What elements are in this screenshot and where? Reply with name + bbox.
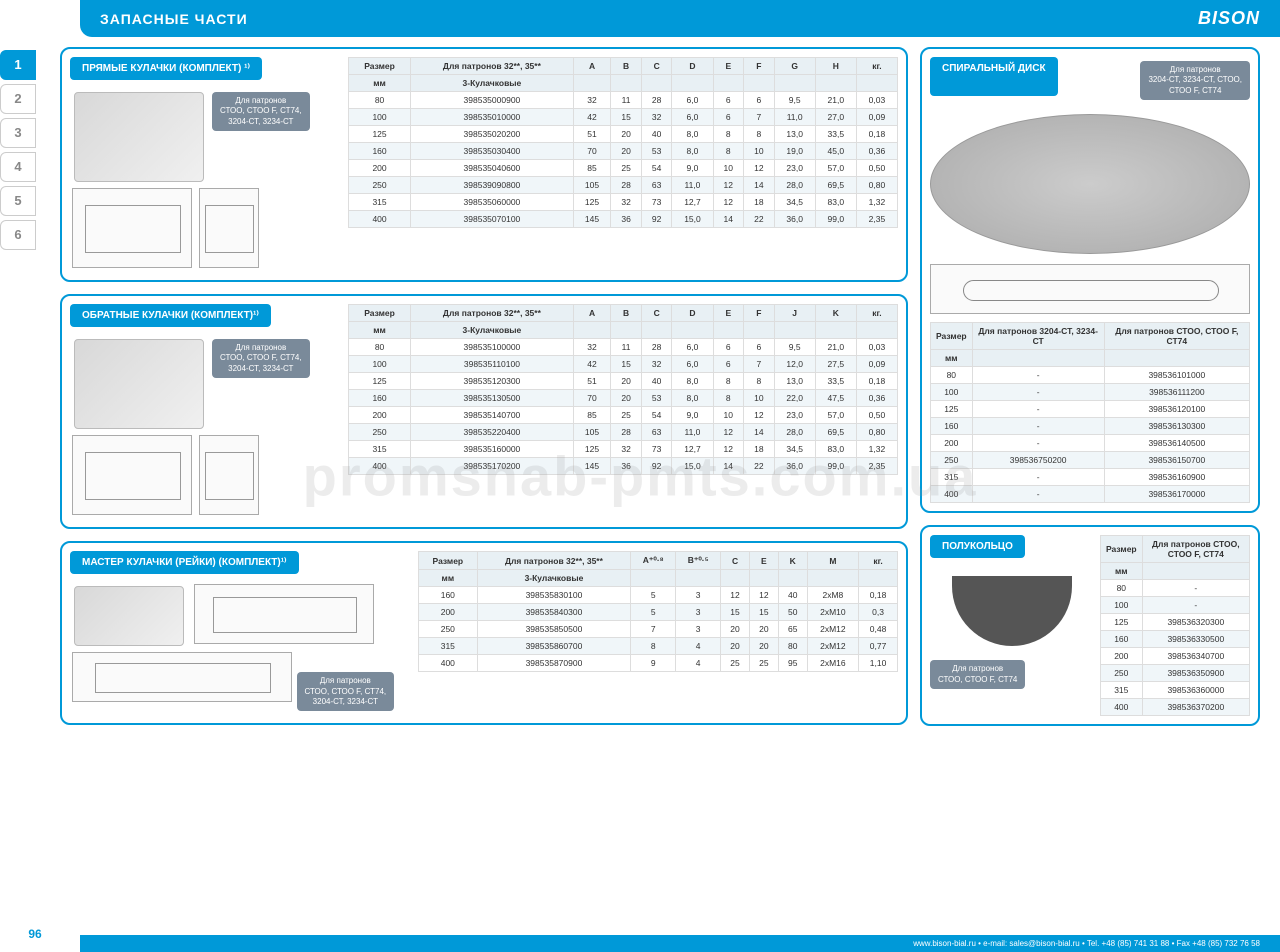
table-row: 200-398536140500 bbox=[931, 435, 1250, 452]
panel3-diagram-2 bbox=[72, 652, 292, 702]
panel-reverse-jaws: ОБРАТНЫЕ КУЛАЧКИ (КОМПЛЕКТ)¹⁾ Для патрон… bbox=[60, 294, 908, 529]
table-row: 315398535860700842020802xM120,77 bbox=[419, 638, 898, 655]
panel1-badge: Для патроновСТОО, СТОО F, СТ74,3204-СТ, … bbox=[212, 92, 310, 131]
panel1-diagram-1 bbox=[72, 188, 192, 268]
table-row: 100-398536111200 bbox=[931, 384, 1250, 401]
panel-spiral-disk: СПИРАЛЬНЫЙ ДИСК Для патронов3204-СТ, 323… bbox=[920, 47, 1260, 513]
panel-master-jaws: МАСТЕР КУЛАЧКИ (РЕЙКИ) (КОМПЛЕКТ)¹⁾ Для … bbox=[60, 541, 908, 725]
spiral-image bbox=[930, 114, 1250, 254]
panel3-diagram-1 bbox=[194, 584, 374, 644]
table-row: 1003985351101004215326,06712,027,50,09 bbox=[349, 356, 898, 373]
tab-6[interactable]: 6 bbox=[0, 220, 36, 250]
footer: www.bison-bial.ru • e-mail: sales@bison-… bbox=[80, 935, 1280, 952]
table-row: 1253985351203005120408,08813,033,50,18 bbox=[349, 373, 898, 390]
table-row: 250398535850500732020652xM120,48 bbox=[419, 621, 898, 638]
table-row: 400398535870900942525952xM161,10 bbox=[419, 655, 898, 672]
spiral-title: СПИРАЛЬНЫЙ ДИСК bbox=[930, 57, 1058, 96]
table-row: 125398536320300 bbox=[1101, 614, 1250, 631]
tab-1[interactable]: 1 bbox=[0, 50, 36, 80]
tab-2[interactable]: 2 bbox=[0, 84, 36, 114]
table-row: 2003985351407008525549,0101223,057,00,50 bbox=[349, 407, 898, 424]
table-row: 250398539090800105286311,0121428,069,50,… bbox=[349, 177, 898, 194]
table-row: 160398536330500 bbox=[1101, 631, 1250, 648]
panel1-title: ПРЯМЫЕ КУЛАЧКИ (КОМПЛЕКТ) ¹⁾ bbox=[70, 57, 262, 80]
panel3-image bbox=[74, 586, 184, 646]
panel1-diagram-2 bbox=[199, 188, 259, 268]
table-row: 315398535160000125327312,7121834,583,01,… bbox=[349, 441, 898, 458]
spiral-badge: Для патронов3204-СТ, 3234-СТ, СТОО,СТОО … bbox=[1140, 61, 1250, 100]
table-row: 125-398536120100 bbox=[931, 401, 1250, 418]
panel-straight-jaws: ПРЯМЫЕ КУЛАЧКИ (КОМПЛЕКТ) ¹⁾ Для патроно… bbox=[60, 47, 908, 282]
table-row: 160-398536130300 bbox=[931, 418, 1250, 435]
brand-logo: BISON bbox=[1198, 8, 1260, 29]
table-row: 315398535060000125327312,7121834,583,01,… bbox=[349, 194, 898, 211]
table-row: 80-398536101000 bbox=[931, 367, 1250, 384]
table-row: 315398536360000 bbox=[1101, 682, 1250, 699]
table-row: 803985351000003211286,0669,521,00,03 bbox=[349, 339, 898, 356]
spiral-diagram bbox=[930, 264, 1250, 314]
halfring-table: РазмерДля патронов СТОО, СТОО F, СТ74мм … bbox=[1100, 535, 1250, 716]
tab-4[interactable]: 4 bbox=[0, 152, 36, 182]
table-row: 803985350009003211286,0669,521,00,03 bbox=[349, 92, 898, 109]
panel3-table: РазмерДля патронов 32**, 35**A⁺⁰·⁸B⁺⁰·⁵C… bbox=[418, 551, 898, 672]
page-title: ЗАПАСНЫЕ ЧАСТИ bbox=[100, 11, 248, 27]
table-row: 315-398536160900 bbox=[931, 469, 1250, 486]
table-row: 160398535830100531212402xM80,18 bbox=[419, 587, 898, 604]
panel3-badge: Для патроновСТОО, СТОО F, СТ74,3204-СТ, … bbox=[297, 672, 395, 711]
panel2-image bbox=[74, 339, 204, 429]
tab-3[interactable]: 3 bbox=[0, 118, 36, 148]
panel3-title: МАСТЕР КУЛАЧКИ (РЕЙКИ) (КОМПЛЕКТ)¹⁾ bbox=[70, 551, 299, 574]
halfring-badge: Для патроновСТОО, СТОО F, СТ74 bbox=[930, 660, 1025, 689]
table-row: 2003985350406008525549,0101223,057,00,50 bbox=[349, 160, 898, 177]
table-row: 250398535220400105286311,0121428,069,50,… bbox=[349, 424, 898, 441]
panel2-title: ОБРАТНЫЕ КУЛАЧКИ (КОМПЛЕКТ)¹⁾ bbox=[70, 304, 271, 327]
table-row: 250398536350900 bbox=[1101, 665, 1250, 682]
spiral-table: РазмерДля патронов 3204-СТ, 3234-СТДля п… bbox=[930, 322, 1250, 503]
table-row: 400398535170200145369215,0142236,099,02,… bbox=[349, 458, 898, 475]
table-row: 1603985350304007020538,081019,045,00,36 bbox=[349, 143, 898, 160]
panel-half-ring: ПОЛУКОЛЬЦО Для патроновСТОО, СТОО F, СТ7… bbox=[920, 525, 1260, 726]
page-header: ЗАПАСНЫЕ ЧАСТИ BISON bbox=[80, 0, 1280, 37]
table-row: 1603985351305007020538,081022,047,50,36 bbox=[349, 390, 898, 407]
panel2-diagram-1 bbox=[72, 435, 192, 515]
tab-5[interactable]: 5 bbox=[0, 186, 36, 216]
panel2-badge: Для патроновСТОО, СТОО F, СТ74,3204-СТ, … bbox=[212, 339, 310, 378]
halfring-title: ПОЛУКОЛЬЦО bbox=[930, 535, 1025, 558]
table-row: 400398536370200 bbox=[1101, 699, 1250, 716]
table-row: 250398536750200398536150700 bbox=[931, 452, 1250, 469]
panel2-diagram-2 bbox=[199, 435, 259, 515]
side-tabs: 1 2 3 4 5 6 bbox=[0, 50, 40, 254]
table-row: 200398535840300531515502xM100,3 bbox=[419, 604, 898, 621]
panel2-table: РазмерДля патронов 32**, 35**ABCDEFJKкг.… bbox=[348, 304, 898, 475]
table-row: 400398535070100145369215,0142236,099,02,… bbox=[349, 211, 898, 228]
panel1-table: РазмерДля патронов 32**, 35**ABCDEFGHкг.… bbox=[348, 57, 898, 228]
table-row: 1003985350100004215326,06711,027,00,09 bbox=[349, 109, 898, 126]
halfring-image bbox=[952, 576, 1072, 646]
page-number: 96 bbox=[20, 922, 50, 946]
table-row: 1253985350202005120408,08813,033,50,18 bbox=[349, 126, 898, 143]
table-row: 80- bbox=[1101, 580, 1250, 597]
table-row: 100- bbox=[1101, 597, 1250, 614]
panel1-image bbox=[74, 92, 204, 182]
table-row: 200398536340700 bbox=[1101, 648, 1250, 665]
table-row: 400-398536170000 bbox=[931, 486, 1250, 503]
